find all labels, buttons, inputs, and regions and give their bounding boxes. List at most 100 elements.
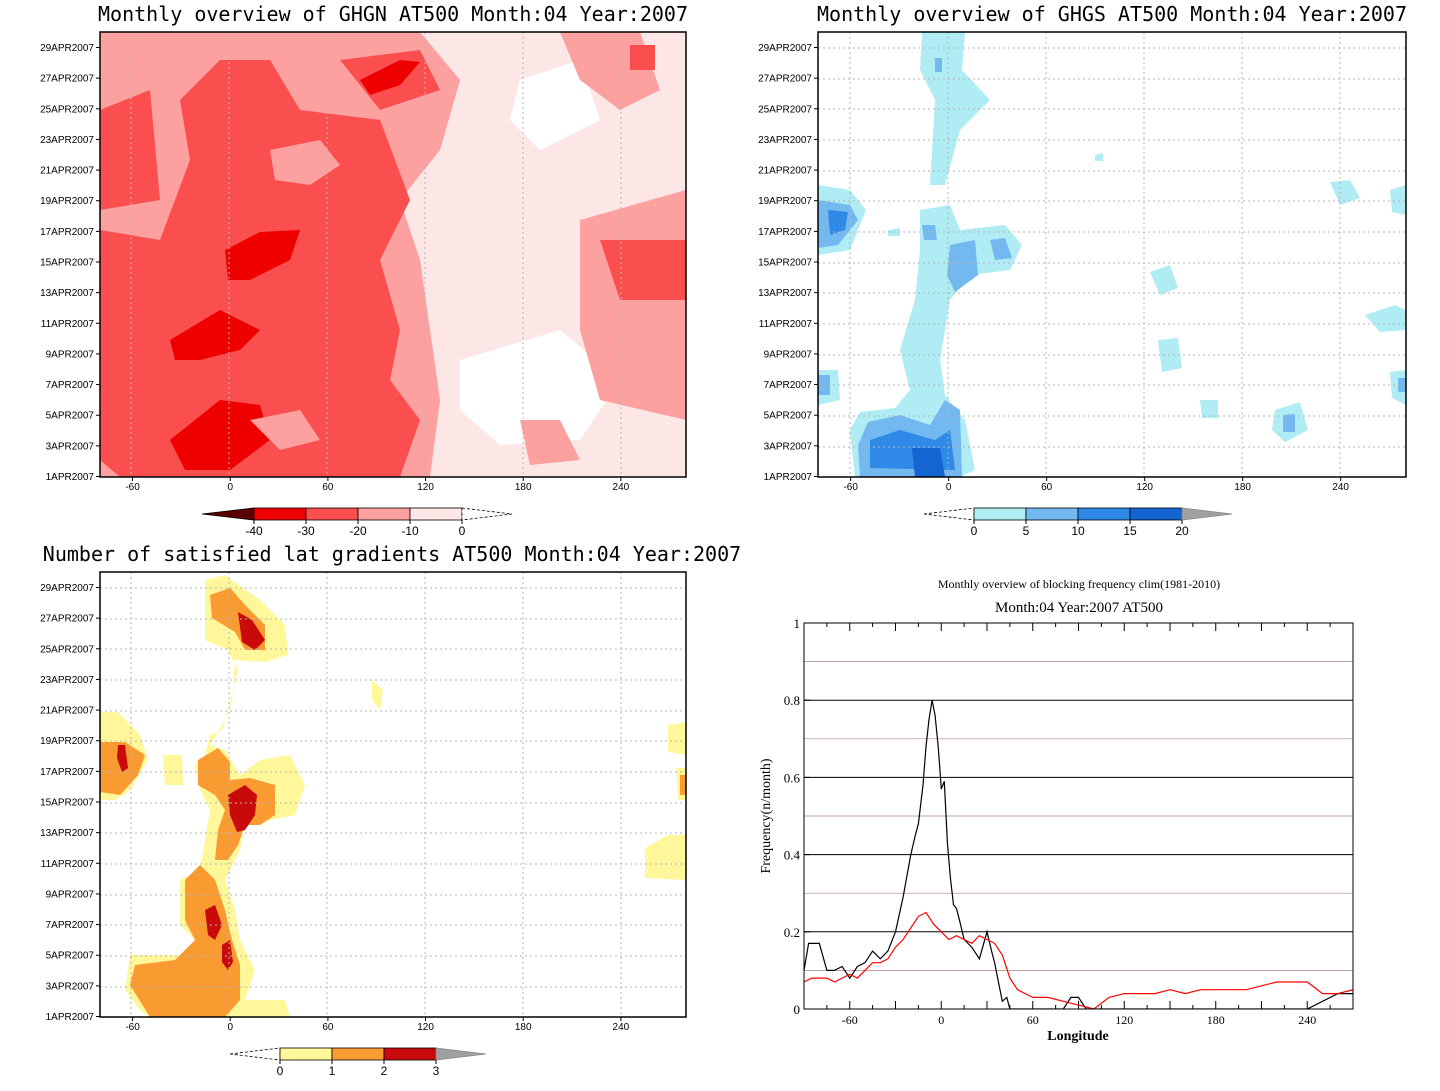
- colorbar-label: -30: [297, 524, 315, 538]
- y-tick-label: 15APR2007: [40, 258, 94, 269]
- y-tick-label: 17APR2007: [758, 227, 812, 238]
- colorbar-segment: [357, 507, 411, 521]
- y-tick-label: 7APR2007: [46, 380, 95, 391]
- x-tick-label: 120: [417, 1022, 434, 1033]
- x-tick-label: -60: [843, 482, 858, 493]
- y-tick-label: 11APR2007: [759, 319, 813, 330]
- x-tick-label: 240: [613, 1022, 630, 1033]
- y-tick-label: 0.8: [784, 693, 800, 708]
- x-tick-label: 0: [938, 1013, 944, 1027]
- colorbar-over-arrow: [435, 1047, 487, 1061]
- colorbar-label: 10: [1071, 524, 1085, 538]
- colorbar-label: 0: [971, 524, 978, 538]
- colorbar-label: 0: [459, 524, 466, 538]
- lat-gradients-axes: -60 0 60 120 180 240 1APR2007 3APR2007 5APR2007 7…: [40, 583, 630, 1033]
- colorbar-segment: [383, 1047, 437, 1061]
- blocking-plot-frame: [803, 622, 1354, 1010]
- y-tick-label: 11APR2007: [41, 319, 95, 330]
- colorbar-over-arrow: [1181, 507, 1233, 521]
- colorbar-segment: [973, 507, 1027, 521]
- y-tick-label: 9APR2007: [46, 889, 95, 900]
- x-tick-label: 60: [1041, 482, 1053, 493]
- x-tick-label: 120: [1136, 482, 1153, 493]
- panel-ghgs-title: Monthly overview of GHGS AT500 Month:04 …: [817, 2, 1407, 26]
- x-tick-label: 180: [1234, 482, 1251, 493]
- y-tick-label: 1APR2007: [46, 472, 95, 483]
- y-tick-label: 0.2: [784, 925, 800, 940]
- y-tick-label: 0.6: [784, 770, 801, 785]
- colorbar-label: -40: [245, 524, 263, 538]
- x-tick-label: 180: [515, 482, 532, 493]
- y-tick-label: 29APR2007: [758, 43, 812, 54]
- y-tick-label: 1APR2007: [764, 472, 813, 483]
- y-tick-label: 7APR2007: [764, 380, 813, 391]
- y-tick-label: 1APR2007: [46, 1012, 95, 1023]
- ghgn-gridlines: [130, 32, 622, 477]
- blocking-title: Monthly overview of blocking frequency c…: [938, 577, 1220, 591]
- colorbar-segment: [1129, 507, 1183, 521]
- x-tick-label: 180: [1207, 1013, 1225, 1027]
- colorbar-segment: [279, 1047, 333, 1061]
- x-tick-label: 120: [417, 482, 434, 493]
- y-tick-label: 3APR2007: [46, 441, 95, 452]
- y-tick-label: 9APR2007: [764, 349, 813, 360]
- x-tick-label: -60: [842, 1013, 858, 1027]
- y-tick-label: 19APR2007: [758, 196, 812, 207]
- y-tick-label: 17APR2007: [40, 227, 94, 238]
- y-tick-label: 3APR2007: [46, 981, 95, 992]
- panel-blocking-frequency: Monthly overview of blocking frequency c…: [759, 577, 1354, 1044]
- y-tick-label: 17APR2007: [40, 767, 94, 778]
- x-tick-label: -60: [125, 482, 140, 493]
- y-tick-label: 3APR2007: [764, 441, 813, 452]
- x-tick-label: 60: [322, 1022, 334, 1033]
- y-tick-label: 19APR2007: [40, 736, 94, 747]
- colorbar-segment: [1025, 507, 1079, 521]
- colorbar-label: 15: [1123, 524, 1137, 538]
- colorbar-label: 20: [1175, 524, 1189, 538]
- x-tick-label: 0: [227, 482, 233, 493]
- blocking-plot: 0 0.2 0.4 0.6 0.8 1 -60 0 60 120 180 240: [784, 616, 1354, 1027]
- ghgs-colorbar: 0 5 10 15 20: [923, 507, 1233, 538]
- x-tick-label: 240: [613, 482, 630, 493]
- y-tick-label: 13APR2007: [758, 288, 812, 299]
- colorbar-label: 0: [277, 1064, 284, 1078]
- colorbar-segment: [1077, 507, 1131, 521]
- panel-ghgs: Monthly overview of GHGS AT500 Month:04 …: [758, 2, 1407, 538]
- y-tick-label: 13APR2007: [40, 288, 94, 299]
- colorbar-label: 5: [1023, 524, 1030, 538]
- y-tick-label: 0.4: [784, 848, 801, 863]
- y-tick-label: 19APR2007: [40, 196, 94, 207]
- panel-ghgn-title: Monthly overview of GHGN AT500 Month:04 …: [98, 2, 688, 26]
- blocking-subtitle: Month:04 Year:2007 AT500: [995, 600, 1163, 616]
- y-tick-label: 7APR2007: [46, 920, 95, 931]
- series-group: [804, 700, 1353, 1009]
- y-tick-label: 29APR2007: [40, 583, 94, 594]
- colorbar-segment: [409, 507, 463, 521]
- y-tick-label: 15APR2007: [758, 258, 812, 269]
- y-tick-label: 23APR2007: [40, 135, 94, 146]
- ghgs-plot-frame: [817, 31, 1407, 478]
- colorbar-label: -10: [401, 524, 419, 538]
- y-tick-label: 21APR2007: [758, 166, 812, 177]
- y-tick-label: 27APR2007: [758, 74, 812, 85]
- colorbar-label: 2: [381, 1064, 388, 1078]
- lat-gradients-plot-frame: [99, 571, 687, 1018]
- panel-ghgn: Monthly overview of GHGN AT500 Month:04 …: [40, 2, 688, 538]
- series-line-red: [804, 911, 1353, 1009]
- y-tick-label: 25APR2007: [758, 104, 812, 115]
- colorbar-segment: [331, 1047, 385, 1061]
- y-tick-label: 25APR2007: [40, 644, 94, 655]
- y-tick-label: 5APR2007: [764, 411, 813, 422]
- x-tick-label: 240: [1332, 482, 1349, 493]
- ghgn-colorbar: -40 -30 -20 -10 0: [201, 507, 513, 538]
- y-tick-label: 13APR2007: [40, 828, 94, 839]
- y-tick-label: 9APR2007: [46, 349, 95, 360]
- y-tick-label: 29APR2007: [40, 43, 94, 54]
- y-tick-label: 11APR2007: [41, 859, 95, 870]
- colorbar-segment: [253, 507, 307, 521]
- ghgs-axes: -60 0 60 120 180 240 1APR2007 3APR2007 5APR2007 7…: [758, 43, 1349, 493]
- colorbar-label: -20: [349, 524, 367, 538]
- ghgn-contour-field: [100, 32, 686, 477]
- y-tick-label: 27APR2007: [40, 74, 94, 85]
